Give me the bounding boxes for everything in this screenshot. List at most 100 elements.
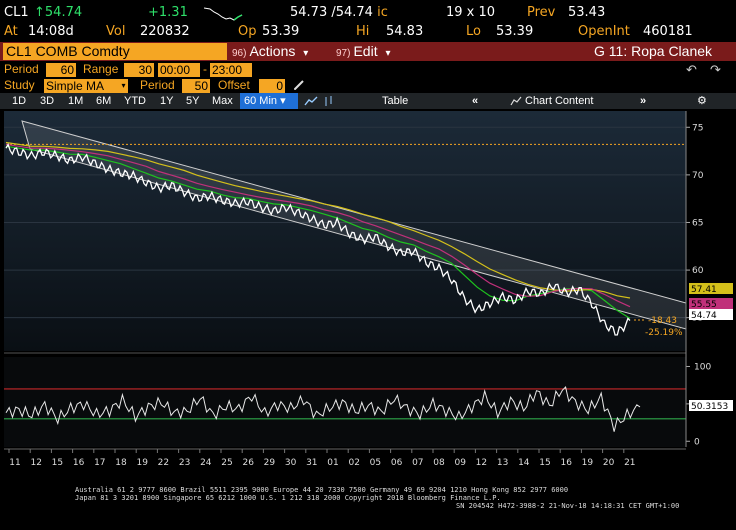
price-tick-label: 70 bbox=[692, 171, 704, 181]
chart-toolbar: 1D 3D 1M 6M YTD 1Y 5Y Max 60 Min ▾ Table… bbox=[0, 93, 736, 109]
x-tick-label: 12 bbox=[476, 458, 487, 468]
lo-label: Lo bbox=[466, 24, 481, 39]
range-1m[interactable]: 1M bbox=[68, 95, 84, 107]
range-max[interactable]: Max bbox=[212, 95, 233, 107]
hi-label: Hi bbox=[356, 24, 370, 39]
oscillator-line bbox=[5, 385, 641, 432]
security-field[interactable]: CL1 COMB Comdty bbox=[3, 43, 227, 60]
label-last: 54.74 bbox=[691, 311, 717, 321]
study-period-field[interactable]: 50 bbox=[182, 79, 210, 93]
period-field[interactable]: 60 bbox=[46, 63, 76, 77]
title-bar: CL1 COMB Comdty 96) Actions ▾ 97) Edit ▾ G… bbox=[0, 42, 736, 61]
x-tick-label: 19 bbox=[582, 458, 594, 468]
time-from-field[interactable]: 00:00 bbox=[158, 63, 200, 77]
chart-content-button[interactable]: Chart Content bbox=[525, 95, 594, 107]
edit-menu[interactable]: 97) Edit ▾ bbox=[336, 43, 391, 59]
study-label: Study bbox=[4, 78, 35, 92]
x-tick-label: 02 bbox=[348, 458, 359, 468]
chevron-down-icon: ▾ bbox=[303, 48, 309, 59]
quote-change: +1.31 bbox=[148, 5, 188, 20]
range-label: Range bbox=[83, 62, 119, 76]
time-value: 14:08d bbox=[28, 24, 74, 39]
x-tick-label: 13 bbox=[497, 458, 508, 468]
openint-label: OpenInt bbox=[578, 24, 630, 39]
label-last-bg bbox=[689, 309, 733, 320]
vol-label: Vol bbox=[106, 24, 126, 39]
chevron-down-icon: ▾ bbox=[280, 95, 286, 107]
x-tick-label: 21 bbox=[624, 458, 635, 468]
sparkline-icon bbox=[204, 7, 243, 21]
x-tick-label: 15 bbox=[539, 458, 550, 468]
line-chart-icon[interactable] bbox=[304, 95, 318, 107]
range-3d[interactable]: 3D bbox=[40, 95, 55, 107]
range-ytd[interactable]: YTD bbox=[124, 95, 146, 107]
x-tick-label: 16 bbox=[560, 458, 572, 468]
period-label: Period bbox=[4, 62, 39, 76]
table-button[interactable]: Table bbox=[382, 95, 409, 107]
x-tick-label: 14 bbox=[518, 458, 530, 468]
study-select[interactable]: Simple MA bbox=[44, 79, 128, 93]
moving-average-line-1 bbox=[5, 145, 631, 319]
x-tick-label: 25 bbox=[221, 458, 232, 468]
label-ma-top-bg bbox=[689, 283, 733, 294]
label-change-pct: -25.19% bbox=[645, 328, 683, 338]
x-tick-label: 11 bbox=[9, 458, 20, 468]
range-5y[interactable]: 5Y bbox=[186, 95, 200, 107]
chevron-down-icon[interactable]: ▾ bbox=[119, 79, 128, 93]
moving-average-line-3 bbox=[5, 143, 631, 308]
footer: Australia 61 2 9777 8600 Brazil 5511 239… bbox=[0, 486, 736, 530]
label-change: -18.43 bbox=[648, 316, 677, 326]
quote-ticker: CL1 bbox=[4, 5, 29, 20]
range-6m[interactable]: 6M bbox=[96, 95, 112, 107]
chart-name: G 11: Ropa Clanek bbox=[594, 43, 713, 59]
openint-value: 460181 bbox=[643, 24, 693, 39]
x-tick-label: 07 bbox=[412, 458, 423, 468]
expand-icon[interactable]: » bbox=[640, 95, 647, 107]
bar-chart-icon[interactable] bbox=[322, 95, 336, 107]
offset-label: Offset bbox=[218, 78, 250, 92]
x-tick-label: 12 bbox=[30, 458, 41, 468]
price-chart[interactable]: 5560657075050100 11121516171819222324252… bbox=[0, 109, 736, 469]
prev-label: Prev bbox=[527, 5, 556, 20]
footer-contacts-2: Japan 81 3 3201 8900 Singapore 65 6212 1… bbox=[75, 494, 501, 502]
time-to-field[interactable]: 23:00 bbox=[210, 63, 252, 77]
x-tick-label: 15 bbox=[52, 458, 63, 468]
x-tick-label: 31 bbox=[306, 458, 317, 468]
label-oscillator: 50.3153 bbox=[691, 402, 728, 412]
x-tick-label: 18 bbox=[115, 458, 127, 468]
footer-contacts-1: Australia 61 2 9777 8600 Brazil 5511 239… bbox=[75, 486, 569, 494]
redo-icon[interactable]: ↷ bbox=[710, 62, 721, 77]
range-field[interactable]: 30 bbox=[124, 63, 154, 77]
x-tick-label: 30 bbox=[285, 458, 297, 468]
chevron-down-icon: ▾ bbox=[385, 48, 391, 59]
undo-icon[interactable]: ↶ bbox=[686, 62, 697, 77]
x-tick-label: 16 bbox=[73, 458, 85, 468]
moving-average-line-2 bbox=[5, 141, 631, 299]
x-tick-label: 24 bbox=[200, 458, 212, 468]
vol-value: 220832 bbox=[140, 24, 190, 39]
gear-icon[interactable]: ⚙ bbox=[697, 95, 707, 107]
x-tick-label: 19 bbox=[136, 458, 148, 468]
prev-value: 53.43 bbox=[568, 5, 606, 20]
range-1y[interactable]: 1Y bbox=[160, 95, 174, 107]
quote-size: 19 x 10 bbox=[446, 5, 496, 20]
interval-select[interactable]: 60 Min ▾ bbox=[240, 93, 298, 109]
collapse-icon[interactable]: « bbox=[472, 95, 479, 107]
actions-menu[interactable]: 96) Actions ▾ bbox=[232, 43, 309, 59]
label-ma-top: 57.41 bbox=[691, 285, 717, 295]
label-oscillator-bg bbox=[689, 400, 733, 411]
osc-tick-label: 0 bbox=[694, 437, 700, 447]
x-tick-label: 22 bbox=[158, 458, 169, 468]
x-tick-label: 05 bbox=[370, 458, 381, 468]
x-tick-label: 08 bbox=[433, 458, 445, 468]
study-period-label: Period bbox=[140, 78, 175, 92]
up-arrow-icon: ↑ bbox=[34, 5, 45, 20]
quote-bid-ask: 54.73 /54.74 ic bbox=[290, 5, 388, 20]
price-tick-label: 65 bbox=[692, 218, 703, 228]
pencil-icon[interactable] bbox=[292, 78, 306, 92]
open-label: Op bbox=[238, 24, 257, 39]
range-1d[interactable]: 1D bbox=[12, 95, 27, 107]
time-separator: - bbox=[203, 62, 207, 76]
offset-field[interactable]: 0 bbox=[259, 79, 285, 93]
x-tick-label: 29 bbox=[264, 458, 276, 468]
